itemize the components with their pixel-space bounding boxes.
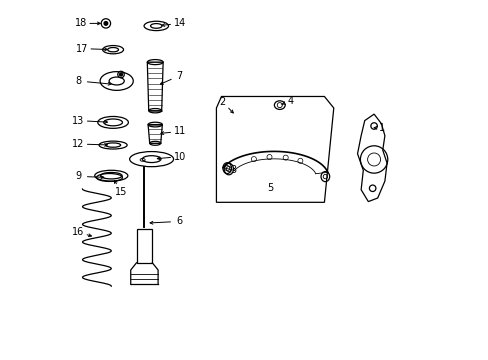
Text: 13: 13 <box>72 116 84 126</box>
Text: 2: 2 <box>219 96 225 107</box>
Text: 6: 6 <box>176 216 183 226</box>
Text: 16: 16 <box>72 227 84 237</box>
Text: 1: 1 <box>378 123 384 133</box>
Text: 3: 3 <box>229 165 236 175</box>
Circle shape <box>120 73 122 76</box>
Text: 14: 14 <box>173 18 185 28</box>
Text: 15: 15 <box>115 186 127 197</box>
Text: 11: 11 <box>173 126 185 136</box>
Circle shape <box>104 22 107 25</box>
Text: 4: 4 <box>287 96 293 106</box>
Bar <box>136 229 152 263</box>
Text: 18: 18 <box>75 18 87 28</box>
Text: 8: 8 <box>75 76 81 86</box>
Text: 9: 9 <box>75 171 81 181</box>
Text: 17: 17 <box>76 44 88 54</box>
Text: 7: 7 <box>176 71 183 81</box>
Text: 12: 12 <box>72 139 84 149</box>
Text: 5: 5 <box>267 183 273 193</box>
Text: 10: 10 <box>173 152 185 162</box>
